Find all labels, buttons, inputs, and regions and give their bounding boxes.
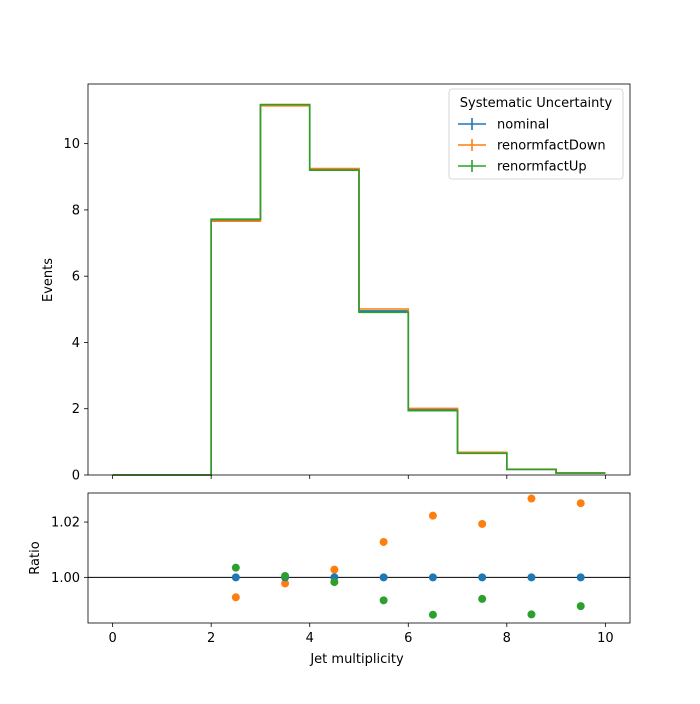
legend-box	[448, 88, 624, 180]
ratio-point-renormfactUp	[478, 594, 487, 603]
x-tick-label: 6	[404, 631, 412, 646]
legend-label-renormfactUp: renormfactUp	[497, 160, 587, 175]
ratio-point-renormfactDown	[478, 519, 487, 528]
x-axis-label: Jet multiplicity	[309, 652, 404, 667]
x-tick-label: 10	[597, 631, 614, 646]
ratio-point-renormfactUp	[379, 596, 388, 605]
bottom-y-tick-label: 1.00	[51, 571, 80, 586]
top-y-tick-label: 6	[72, 270, 80, 285]
top-y-axis-label: Events	[41, 258, 56, 302]
ratio-point-renormfactUp	[527, 610, 536, 619]
top-y-ticks: 0 2 4 6 8 10	[63, 137, 88, 484]
top-y-tick-label: 10	[63, 137, 80, 152]
ratio-point-renormfactDown	[428, 511, 437, 520]
ratio-point-renormfactUp	[576, 602, 585, 611]
legend: Systematic Uncertainty nominal renormfact…	[448, 88, 624, 180]
top-y-tick-label: 2	[72, 402, 80, 417]
ratio-point-nominal	[379, 573, 388, 582]
legend-label-nominal: nominal	[497, 118, 549, 133]
bottom-y-axis-label: Ratio	[28, 541, 43, 574]
x-tick-label: 0	[108, 631, 116, 646]
ratio-point-renormfactDown	[231, 593, 240, 602]
ratio-point-renormfactUp	[330, 578, 339, 587]
bottom-x-ticks: 0 2 4 6 8 10	[108, 623, 614, 646]
ratio-point-nominal	[576, 573, 585, 582]
bottom-panel: 1.00 1.02 0 2 4 6 8 10 Ratio Jet multiplicity	[28, 492, 631, 667]
top-x-ticks	[112, 475, 606, 479]
ratio-point-renormfactUp	[428, 610, 437, 619]
ratio-point-renormfactUp	[231, 563, 240, 572]
ratio-point-renormfactDown	[330, 565, 339, 574]
ratio-point-renormfactDown	[527, 494, 536, 503]
ratio-point-nominal	[478, 573, 487, 582]
legend-label-renormfactDown: renormfactDown	[497, 139, 606, 154]
top-histogram-steps	[112, 103, 606, 476]
top-y-tick-label: 0	[72, 469, 80, 484]
ratio-point-nominal	[428, 573, 437, 582]
ratio-point-renormfactDown	[379, 537, 388, 546]
x-tick-label: 2	[207, 631, 215, 646]
bottom-y-ticks: 1.00 1.02	[51, 516, 88, 586]
ratio-points	[231, 494, 585, 619]
bottom-axes-frame	[87, 492, 631, 624]
ratio-point-renormfactDown	[576, 499, 585, 508]
bottom-y-tick-label: 1.02	[51, 516, 80, 531]
top-axes-frame	[87, 83, 631, 476]
top-y-tick-label: 8	[72, 203, 80, 218]
ratio-point-nominal	[231, 573, 240, 582]
top-panel: 0 2 4 6 8 10 Events Systematic Uncertainty no…	[41, 83, 631, 484]
ratio-point-renormfactUp	[281, 571, 290, 580]
x-tick-label: 4	[306, 631, 314, 646]
ratio-point-nominal	[527, 573, 536, 582]
histogram-step-renormfactUp	[112, 103, 606, 476]
top-y-tick-label: 4	[72, 336, 80, 351]
legend-title: Systematic Uncertainty	[460, 96, 613, 111]
ratio-point-renormfactDown	[281, 579, 290, 588]
x-tick-label: 8	[503, 631, 511, 646]
